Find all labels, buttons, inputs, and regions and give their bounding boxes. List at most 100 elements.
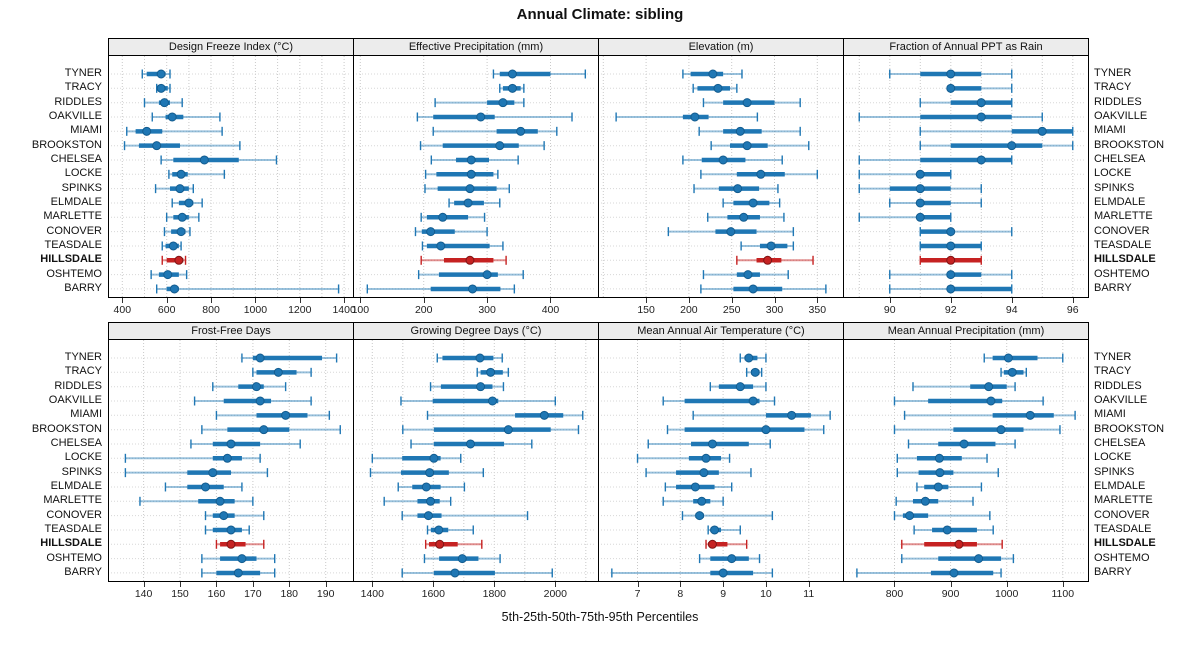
series-oakville-frost-free-days [193, 396, 312, 406]
series-barry-fraction-of-annual-ppt-as-rain [889, 284, 1013, 294]
series-conover-fraction-of-annual-ppt-as-rain [919, 227, 1013, 237]
tick-label: 100 [351, 304, 370, 316]
tick-mark [765, 582, 767, 587]
series-brookston-effective-precipitation-mm [419, 141, 545, 151]
series-elmdale-design-freeze-index-c [171, 198, 203, 208]
series-oakville-effective-precipitation-mm [416, 112, 573, 122]
panel-plot-mean-annual-precipitation-mm [843, 339, 1089, 582]
site-label-right-locke: LOCKE [1094, 167, 1132, 180]
series-chelsea-mean-annual-air-temperature-c [647, 439, 771, 449]
series-miami-elevation-m [698, 126, 801, 136]
series-brookston-elevation-m [710, 141, 810, 151]
series-teasdale-growing-degree-days-c [426, 525, 474, 535]
series-conover-mean-annual-precipitation-mm [893, 511, 991, 521]
tick-mark [1062, 582, 1064, 587]
series-chelsea-mean-annual-precipitation-mm [907, 439, 1016, 449]
tick-mark [487, 298, 489, 303]
panel-axis-growing-degree-days-c: 1400 1600 1800 2000 [353, 582, 599, 604]
series-oshtemo-elevation-m [702, 270, 789, 280]
series-tyner-growing-degree-days-c [436, 353, 503, 363]
tick-label: 300 [478, 304, 496, 316]
series-miami-fraction-of-annual-ppt-as-rain [919, 126, 1074, 136]
tick-label: 150 [637, 304, 655, 316]
series-tracy-frost-free-days [252, 367, 312, 377]
panel-strip-elevation-m: Elevation (m) [598, 38, 844, 56]
series-marlette-fraction-of-annual-ppt-as-rain [858, 212, 952, 222]
series-conover-growing-degree-days-c [401, 511, 529, 521]
series-chelsea-elevation-m [682, 155, 783, 165]
tick-label: 190 [316, 588, 335, 600]
series-tyner-design-freeze-index-c [141, 69, 171, 79]
tick-mark [299, 298, 301, 303]
tick-label: 2000 [543, 588, 567, 600]
tick-mark [1072, 298, 1074, 303]
series-locke-design-freeze-index-c [168, 169, 226, 179]
series-spinks-frost-free-days [124, 468, 269, 478]
tick-label: 150 [171, 588, 189, 600]
series-barry-mean-annual-precipitation-mm [856, 568, 1002, 578]
site-label-right-riddles: RIDDLES [1094, 379, 1142, 392]
series-marlette-effective-precipitation-mm [420, 212, 486, 222]
site-label-right-marlette: MARLETTE [1094, 210, 1153, 223]
tick-label: 7 [634, 588, 641, 600]
series-miami-design-freeze-index-c [126, 126, 223, 136]
series-elmdale-elevation-m [722, 198, 781, 208]
tick-mark [216, 582, 218, 587]
series-oshtemo-fraction-of-annual-ppt-as-rain [889, 270, 1013, 280]
site-label-left-teasdale: TEASDALE [44, 522, 102, 535]
series-tyner-effective-precipitation-mm [492, 69, 587, 79]
series-chelsea-frost-free-days [190, 439, 301, 449]
figure-title: Annual Climate: sibling [516, 6, 684, 23]
series-oakville-fraction-of-annual-ppt-as-rain [858, 112, 1043, 122]
site-label-left-marlette: MARLETTE [43, 494, 102, 507]
series-riddles-mean-annual-air-temperature-c [709, 382, 767, 392]
tick-mark [143, 582, 145, 587]
series-conover-effective-precipitation-mm [414, 227, 488, 237]
series-locke-frost-free-days [124, 453, 261, 463]
site-label-left-locke: LOCKE [64, 167, 102, 180]
site-label-right-tracy: TRACY [1094, 81, 1132, 94]
site-label-right-chelsea: CHELSEA [1094, 436, 1146, 449]
series-chelsea-growing-degree-days-c [410, 439, 533, 449]
site-label-right-conover: CONOVER [1094, 508, 1150, 521]
site-label-left-conover: CONOVER [46, 224, 102, 237]
site-label-left-brookston: BROOKSTON [31, 138, 102, 151]
tick-label: 94 [1005, 304, 1018, 316]
site-label-left-marlette: MARLETTE [43, 210, 102, 223]
tick-mark [180, 582, 181, 587]
site-label-left-chelsea: CHELSEA [50, 152, 102, 165]
tick-label: 1200 [288, 304, 312, 316]
site-label-left-riddles: RIDDLES [54, 379, 102, 392]
tick-mark [423, 298, 425, 303]
series-spinks-growing-degree-days-c [369, 468, 485, 478]
panel-canvas-frost-free-days [111, 340, 351, 581]
panel-axis-design-freeze-index-c: 400 600 800 1000 1200 1400 [108, 298, 356, 320]
series-oshtemo-mean-annual-air-temperature-c [698, 554, 761, 564]
panel-axis-elevation-m: 150 200 250 300 350 [598, 298, 844, 320]
site-label-right-hillsdale: HILLSDALE [1094, 253, 1156, 266]
series-barry-design-freeze-index-c [155, 284, 340, 294]
panel-strip-effective-precipitation-mm: Effective Precipitation (mm) [353, 38, 599, 56]
tick-label: 1400 [332, 304, 356, 316]
tick-label: 96 [1066, 304, 1079, 316]
series-tracy-elevation-m [692, 83, 738, 93]
series-chelsea-design-freeze-index-c [160, 155, 278, 165]
tick-mark [555, 582, 557, 587]
site-label-left-hillsdale: HILLSDALE [40, 253, 102, 266]
tick-label: 250 [722, 304, 741, 316]
series-barry-elevation-m [700, 284, 827, 294]
site-label-left-tyner: TYNER [64, 67, 102, 79]
tick-mark [494, 582, 496, 587]
tick-label: 1400 [360, 588, 384, 600]
tick-label: 140 [134, 588, 153, 600]
tick-mark [211, 298, 213, 303]
series-teasdale-mean-annual-precipitation-mm [913, 525, 994, 535]
panel-axis-mean-annual-air-temperature-c: 7 8 9 10 11 [598, 582, 844, 604]
series-elmdale-effective-precipitation-mm [448, 198, 501, 208]
site-label-left-tracy: TRACY [64, 365, 102, 378]
site-label-right-barry: BARRY [1094, 565, 1132, 578]
panel-plot-growing-degree-days-c [353, 339, 599, 582]
site-label-right-miami: MIAMI [1094, 408, 1126, 421]
series-hillsdale-mean-annual-precipitation-mm [901, 539, 1003, 549]
